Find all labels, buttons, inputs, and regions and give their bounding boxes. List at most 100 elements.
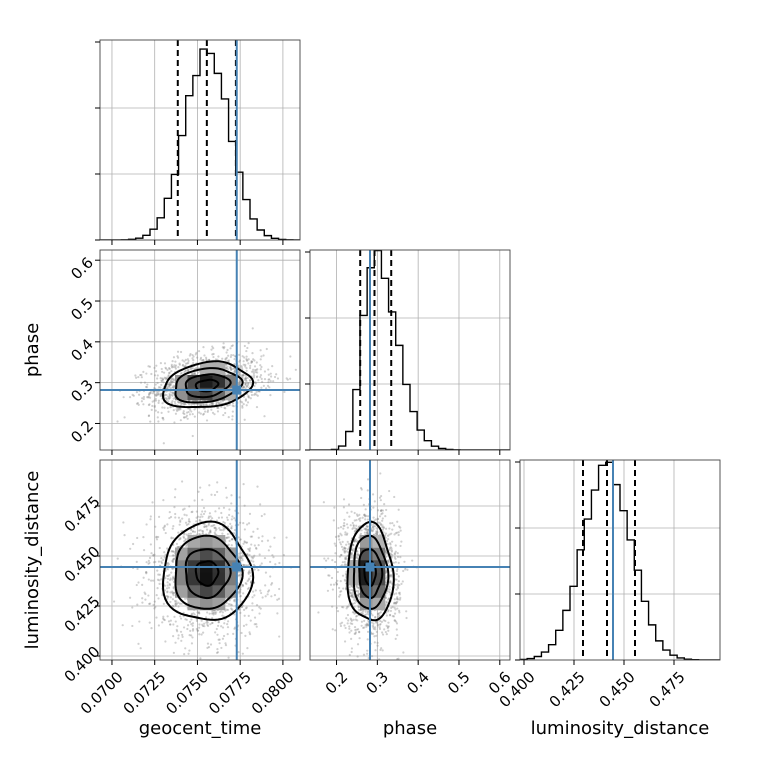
scatter-point xyxy=(389,522,392,525)
scatter-point xyxy=(388,580,391,583)
scatter-point xyxy=(255,369,258,372)
scatter-point xyxy=(203,625,206,628)
scatter-point xyxy=(364,527,367,530)
scatter-point xyxy=(347,542,350,545)
scatter-point xyxy=(387,621,390,624)
scatter-point xyxy=(350,629,353,632)
scatter-point xyxy=(210,348,213,351)
contour-1 xyxy=(184,373,232,399)
scatter-point xyxy=(327,574,330,577)
scatter-point xyxy=(172,384,175,387)
scatter-point xyxy=(194,353,197,356)
scatter-point xyxy=(214,358,217,361)
scatter-point xyxy=(367,528,370,531)
scatter-point xyxy=(173,599,177,603)
scatter-point xyxy=(180,639,183,642)
scatter-point xyxy=(222,529,225,532)
scatter-point xyxy=(174,620,177,623)
scatter-point xyxy=(259,358,262,361)
scatter-point xyxy=(276,377,280,380)
scatter-point xyxy=(341,548,345,551)
scatter-point xyxy=(242,395,246,399)
scatter-point xyxy=(220,511,223,515)
scatter-point xyxy=(220,528,223,532)
scatter-point xyxy=(182,535,185,538)
scatter-point xyxy=(259,589,262,592)
scatter-point xyxy=(366,612,369,615)
scatter-point xyxy=(363,513,366,516)
scatter-point xyxy=(170,405,173,409)
scatter-point xyxy=(210,612,213,615)
scatter-point xyxy=(166,591,169,594)
scatter-point xyxy=(179,537,182,541)
scatter-point xyxy=(177,366,180,369)
scatter-point xyxy=(256,485,259,488)
scatter-point xyxy=(353,511,356,515)
scatter-point xyxy=(154,393,157,396)
scatter-point xyxy=(254,381,257,384)
scatter-point xyxy=(177,409,180,412)
scatter-point xyxy=(198,626,201,629)
scatter-point xyxy=(179,372,183,375)
scatter-point xyxy=(154,605,157,609)
scatter-point xyxy=(391,605,394,608)
scatter-point xyxy=(354,540,358,543)
scatter-point xyxy=(397,609,401,612)
scatter-point xyxy=(255,547,258,550)
hist-panel-geocent_time xyxy=(95,39,301,245)
scatter-point xyxy=(167,375,170,378)
scatter-point xyxy=(222,634,226,638)
scatter-point xyxy=(228,513,231,517)
scatter-point xyxy=(217,402,221,405)
scatter-point xyxy=(190,528,193,531)
scatter-point xyxy=(185,533,188,536)
scatter-point xyxy=(252,560,255,563)
scatter-point xyxy=(192,361,195,365)
scatter-point xyxy=(394,544,397,547)
scatter-point xyxy=(168,583,172,587)
scatter-point xyxy=(374,621,378,624)
scatter-point xyxy=(198,529,201,532)
scatter-point xyxy=(378,612,381,615)
scatter-point xyxy=(192,372,195,375)
scatter-point xyxy=(335,583,338,586)
scatter-point xyxy=(212,352,215,356)
scatter-point xyxy=(252,358,255,361)
scatter-point xyxy=(227,536,230,539)
scatter-point xyxy=(169,381,172,384)
scatter-point xyxy=(390,550,394,553)
scatter-point xyxy=(220,610,223,613)
scatter-point xyxy=(166,574,169,578)
scatter-point xyxy=(363,514,366,517)
scatter-point xyxy=(123,534,126,537)
scatter-point xyxy=(379,622,382,626)
scatter-point xyxy=(187,361,190,364)
scatter-point xyxy=(171,527,174,530)
scatter-point xyxy=(215,519,219,522)
scatter-point xyxy=(260,365,263,369)
scatter-point xyxy=(171,391,174,394)
scatter-point xyxy=(390,532,393,535)
scatter-point xyxy=(161,377,164,380)
scatter-point xyxy=(166,581,169,584)
density-cell xyxy=(200,597,213,611)
scatter-point xyxy=(352,618,355,621)
scatter-point xyxy=(250,360,253,363)
scatter-point xyxy=(199,412,202,415)
density-cell xyxy=(200,572,213,586)
scatter-point xyxy=(226,348,229,352)
density-cell xyxy=(175,572,188,586)
scatter-point xyxy=(242,522,245,525)
scatter-point xyxy=(220,516,224,519)
scatter-point xyxy=(165,393,168,397)
scatter-point xyxy=(396,600,399,603)
scatter-point xyxy=(339,543,343,546)
scatter-point xyxy=(376,518,379,521)
scatter-point xyxy=(273,375,277,379)
scatter-point xyxy=(259,368,262,371)
scatter-point xyxy=(379,509,383,512)
scatter-point xyxy=(376,623,380,626)
scatter-point xyxy=(205,525,208,528)
scatter-point xyxy=(266,590,270,593)
scatter-point xyxy=(257,544,260,547)
